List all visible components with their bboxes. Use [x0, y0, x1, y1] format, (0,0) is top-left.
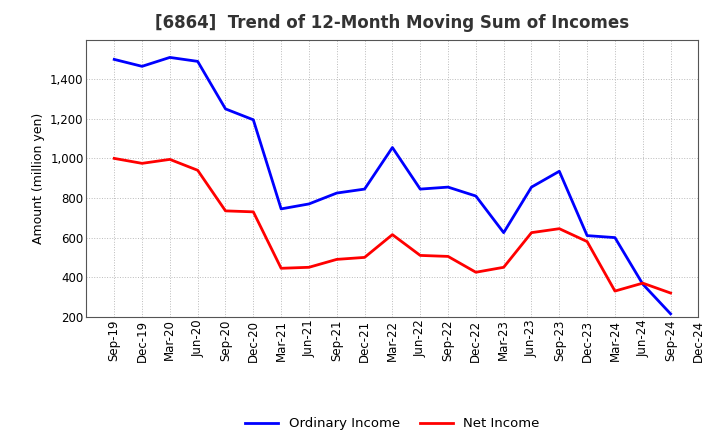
Ordinary Income	[194, 59, 202, 64]
Net Income	[305, 264, 313, 270]
Ordinary Income	[333, 191, 341, 196]
Legend: Ordinary Income, Net Income: Ordinary Income, Net Income	[240, 412, 545, 436]
Ordinary Income	[472, 193, 480, 198]
Ordinary Income	[166, 55, 174, 60]
Net Income	[639, 281, 647, 286]
Net Income	[276, 266, 285, 271]
Net Income	[611, 288, 619, 293]
Ordinary Income	[611, 235, 619, 240]
Ordinary Income	[555, 169, 564, 174]
Ordinary Income	[249, 117, 258, 122]
Net Income	[110, 156, 119, 161]
Y-axis label: Amount (million yen): Amount (million yen)	[32, 113, 45, 244]
Title: [6864]  Trend of 12-Month Moving Sum of Incomes: [6864] Trend of 12-Month Moving Sum of I…	[156, 15, 629, 33]
Ordinary Income	[276, 206, 285, 212]
Net Income	[221, 208, 230, 213]
Ordinary Income	[500, 230, 508, 235]
Ordinary Income	[416, 187, 425, 192]
Net Income	[555, 226, 564, 231]
Ordinary Income	[639, 282, 647, 287]
Net Income	[388, 232, 397, 237]
Line: Ordinary Income: Ordinary Income	[114, 57, 670, 314]
Net Income	[416, 253, 425, 258]
Ordinary Income	[527, 184, 536, 190]
Net Income	[472, 270, 480, 275]
Net Income	[333, 257, 341, 262]
Net Income	[360, 255, 369, 260]
Ordinary Income	[138, 64, 146, 69]
Net Income	[500, 264, 508, 270]
Net Income	[194, 168, 202, 173]
Net Income	[138, 161, 146, 166]
Ordinary Income	[305, 201, 313, 206]
Ordinary Income	[221, 106, 230, 111]
Net Income	[249, 209, 258, 214]
Ordinary Income	[110, 57, 119, 62]
Ordinary Income	[388, 145, 397, 150]
Ordinary Income	[444, 184, 452, 190]
Line: Net Income: Net Income	[114, 158, 670, 293]
Net Income	[527, 230, 536, 235]
Ordinary Income	[360, 187, 369, 192]
Ordinary Income	[582, 233, 591, 238]
Net Income	[666, 290, 675, 296]
Net Income	[582, 239, 591, 244]
Net Income	[444, 254, 452, 259]
Net Income	[166, 157, 174, 162]
Ordinary Income	[666, 311, 675, 316]
